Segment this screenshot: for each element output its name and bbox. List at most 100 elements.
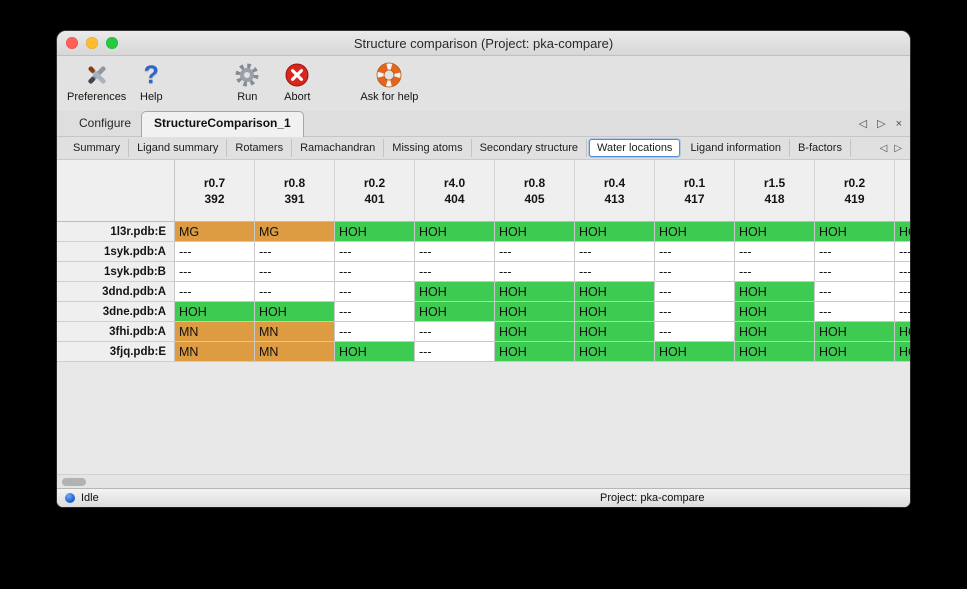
column-header-line1: r0.2 [843, 175, 866, 190]
table-cell: --- [895, 242, 910, 262]
table-cell: HOH [575, 342, 655, 362]
table-cell: --- [415, 262, 495, 282]
document-tab-bar: Configure StructureComparison_1 ◁ ▷ × [57, 111, 910, 137]
table-cell: HOH [415, 222, 495, 242]
status-text: Idle [81, 492, 99, 504]
table-cell: HOH [335, 342, 415, 362]
table-cell: HOH [895, 342, 910, 362]
table-cell: HOH [495, 302, 575, 322]
tab-water-locations[interactable]: Water locations [589, 139, 681, 157]
column-header-line1: r0.7 [203, 175, 226, 190]
column-header-line1: r0.8 [523, 175, 546, 190]
column-header: r0.1 417 [655, 160, 735, 222]
table-cell: HOH [495, 322, 575, 342]
table-cell: --- [735, 262, 815, 282]
zoom-window-button[interactable] [106, 37, 118, 49]
tab-close-icon[interactable]: × [895, 117, 902, 130]
table-row: 1syk.pdb:B------------------------------ [57, 262, 910, 282]
column-header-line2: 392 [204, 191, 225, 206]
minimize-window-button[interactable] [86, 37, 98, 49]
tab-rotamers[interactable]: Rotamers [227, 139, 293, 157]
table-cell: --- [415, 322, 495, 342]
table-cell: HOH [895, 322, 910, 342]
tab-b-factors[interactable]: B-factors [790, 139, 851, 157]
column-header-line2: 418 [764, 191, 785, 206]
table-cell: --- [335, 262, 415, 282]
table-cell: HOH [655, 222, 735, 242]
table-cell: HOH [735, 282, 815, 302]
table-cell: --- [175, 242, 255, 262]
column-header-line2: 401 [364, 191, 385, 206]
table-row: 1l3r.pdb:EMGMGHOHHOHHOHHOHHOHHOHHOHHOH [57, 222, 910, 242]
table-cell: HOH [415, 302, 495, 322]
table-cell: HOH [415, 282, 495, 302]
table-cell: MN [175, 322, 255, 342]
run-label: Run [237, 91, 258, 103]
table-cell: --- [255, 282, 335, 302]
column-header: r4.0 404 [415, 160, 495, 222]
run-button[interactable]: Run [222, 60, 272, 103]
column-header [895, 160, 910, 222]
preferences-label: Preferences [67, 91, 127, 103]
table-cell: --- [255, 262, 335, 282]
column-header-line2: 417 [684, 191, 705, 206]
table-cell: HOH [175, 302, 255, 322]
abort-icon [284, 60, 310, 90]
table-cell: --- [495, 242, 575, 262]
toolbar: Preferences ? Help Run [57, 56, 910, 111]
row-header: 3dnd.pdb:A [57, 282, 175, 302]
preferences-button[interactable]: Preferences [67, 60, 126, 103]
help-button[interactable]: ? Help [126, 60, 176, 103]
table-cell: HOH [575, 302, 655, 322]
table-cell: --- [255, 242, 335, 262]
tab-ramachandran[interactable]: Ramachandran [292, 139, 385, 157]
table-cell: --- [175, 282, 255, 302]
table-cell: HOH [895, 222, 910, 242]
table-cell: --- [495, 262, 575, 282]
table-cell: --- [815, 282, 895, 302]
table-cell: --- [575, 242, 655, 262]
tab-structurecomparison-1[interactable]: StructureComparison_1 [141, 111, 304, 137]
table-cell: HOH [575, 222, 655, 242]
table-corner-cell [57, 160, 175, 222]
table-row: 1syk.pdb:A------------------------------ [57, 242, 910, 262]
tab-missing-atoms[interactable]: Missing atoms [384, 139, 472, 157]
table-cell: --- [815, 302, 895, 322]
close-window-button[interactable] [66, 37, 78, 49]
tab-configure[interactable]: Configure [79, 116, 132, 130]
column-header-line1: r0.4 [603, 175, 626, 190]
column-header-line2: 404 [444, 191, 465, 206]
table-cell: --- [735, 242, 815, 262]
table-cell: HOH [495, 342, 575, 362]
lifebuoy-icon [376, 60, 402, 90]
subtab-scroll-right-icon[interactable]: ▷ [894, 142, 902, 154]
table-cell: HOH [255, 302, 335, 322]
traffic-lights [66, 31, 118, 55]
table-cell: HOH [575, 282, 655, 302]
tab-secondary-structure[interactable]: Secondary structure [472, 139, 588, 157]
title-bar: Structure comparison (Project: pka-compa… [57, 31, 910, 56]
tab-next-icon[interactable]: ▷ [877, 118, 886, 130]
tab-ligand-information[interactable]: Ligand information [682, 139, 790, 157]
table-cell: --- [415, 242, 495, 262]
scrollbar-thumb[interactable] [62, 478, 86, 486]
help-label: Help [140, 91, 163, 103]
tab-ligand-summary[interactable]: Ligand summary [129, 139, 228, 157]
table-cell: MN [255, 322, 335, 342]
horizontal-scrollbar[interactable] [57, 474, 910, 488]
column-header: r0.8 391 [255, 160, 335, 222]
ask-for-help-button[interactable]: Ask for help [360, 60, 418, 103]
row-header: 1l3r.pdb:E [57, 222, 175, 242]
tab-prev-icon[interactable]: ◁ [858, 118, 868, 130]
abort-button[interactable]: Abort [272, 60, 322, 103]
column-header-line1: r0.2 [363, 175, 386, 190]
row-header: 3fhi.pdb:A [57, 322, 175, 342]
row-header: 3fjq.pdb:E [57, 342, 175, 362]
subtab-scroll-left-icon[interactable]: ◁ [879, 142, 888, 154]
status-bar: Idle Project: pka-compare [57, 488, 910, 507]
project-label: Project: pka-compare [600, 492, 705, 504]
column-header-line1: r1.5 [763, 175, 786, 190]
tab-summary[interactable]: Summary [65, 139, 130, 157]
report-tab-bar: Summary Ligand summary Rotamers Ramachan… [57, 137, 910, 160]
